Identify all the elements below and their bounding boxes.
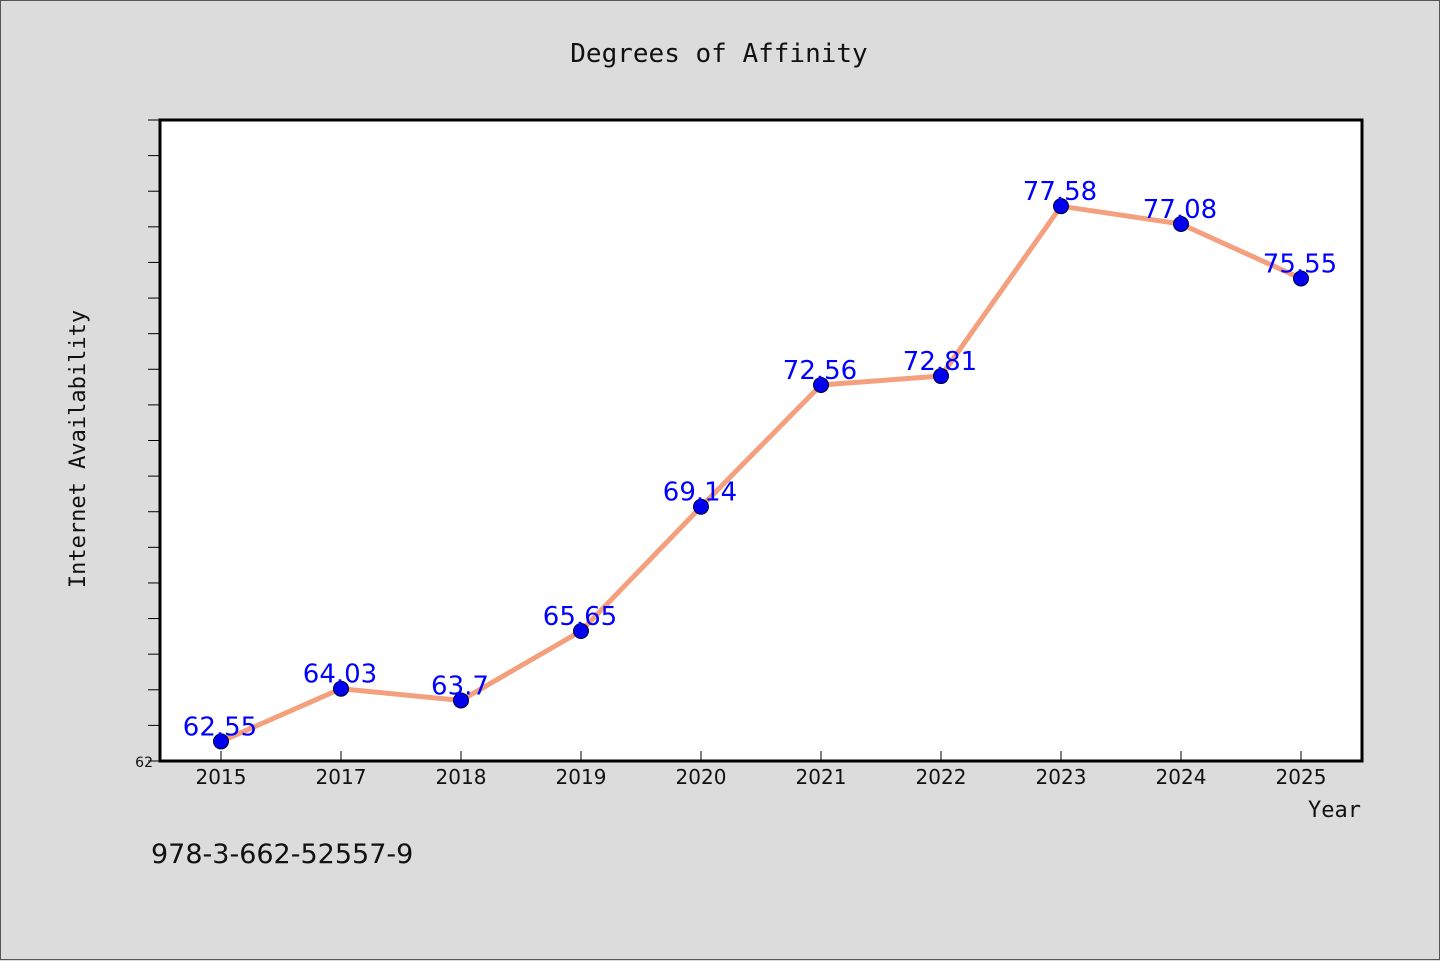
data-point xyxy=(693,498,709,515)
x-tick-label: 2019 xyxy=(556,765,607,789)
x-axis-label: Year xyxy=(1308,798,1361,823)
data-point xyxy=(813,376,829,393)
data-point xyxy=(213,733,229,750)
data-label: 69.14 xyxy=(663,478,737,508)
data-point xyxy=(453,692,469,709)
data-label: 64.03 xyxy=(303,660,377,690)
data-point xyxy=(1053,198,1069,215)
chart-title: Degrees of Affinity xyxy=(570,39,867,69)
data-label: 77.08 xyxy=(1143,195,1217,225)
data-label: 77.58 xyxy=(1023,177,1097,207)
x-tick-label: 2024 xyxy=(1156,765,1207,789)
x-tick-label: 2021 xyxy=(796,765,847,789)
isbn-text: 978-3-662-52557-9 xyxy=(151,839,413,870)
x-tick-label: 2022 xyxy=(916,765,967,789)
data-point xyxy=(333,680,349,697)
x-tick-label: 2020 xyxy=(676,765,727,789)
data-labels: 62.55 64.03 63.7 65.65 69.14 72.56 72.81 77.58 7… xyxy=(183,177,1337,742)
x-tick-label: 2015 xyxy=(196,765,247,789)
y-axis-label: Internet Availability xyxy=(66,310,91,588)
x-axis-ticks: 2015 2017 2018 2019 2020 2021 2022 2023 2024 2025 xyxy=(196,751,1327,789)
data-point xyxy=(1293,270,1309,287)
y-tick-label: 62 xyxy=(135,755,153,771)
data-point xyxy=(1173,215,1189,232)
data-label: 63.7 xyxy=(431,671,489,701)
data-markers xyxy=(213,198,1309,750)
data-point xyxy=(573,623,589,640)
x-tick-label: 2017 xyxy=(316,765,367,789)
plot-area xyxy=(158,118,1364,763)
data-label: 62.55 xyxy=(183,712,257,742)
data-point xyxy=(933,368,949,385)
x-tick-label: 2025 xyxy=(1276,765,1327,789)
series-line xyxy=(219,203,1303,744)
x-tick-label: 2023 xyxy=(1036,765,1087,789)
y-axis-ticks xyxy=(148,119,160,762)
data-label: 75.55 xyxy=(1263,249,1337,279)
x-tick-label: 2018 xyxy=(436,765,487,789)
data-label: 65.65 xyxy=(543,602,617,632)
data-label: 72.81 xyxy=(903,347,977,377)
data-label: 72.56 xyxy=(783,356,857,386)
